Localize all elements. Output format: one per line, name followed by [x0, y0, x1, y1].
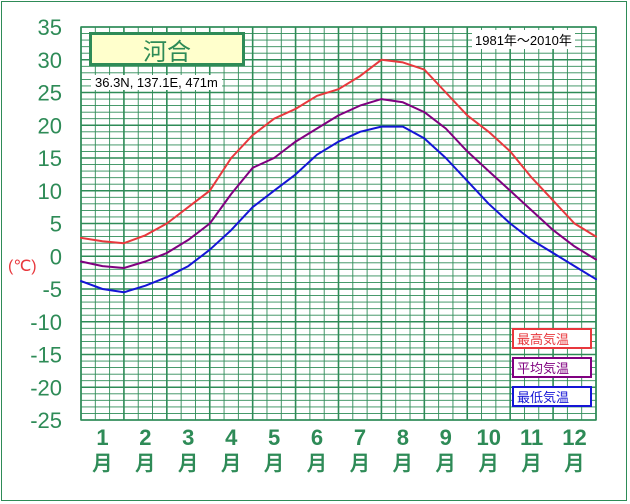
y-tick-label: -15 [30, 343, 62, 368]
legend-item-avg: 平均気温 [512, 357, 592, 378]
y-tick-label: 0 [50, 244, 62, 269]
x-tick-label-month: 2 [139, 425, 151, 450]
x-tick-label-unit: 月 [349, 451, 370, 475]
x-tick-label-unit: 月 [134, 451, 155, 475]
y-tick-label: 30 [38, 48, 62, 73]
x-tick-label-month: 1 [96, 425, 108, 450]
x-tick-label-unit: 月 [521, 451, 542, 475]
x-tick-label-unit: 月 [220, 451, 241, 475]
x-tick-label-month: 4 [225, 425, 238, 450]
y-tick-label: 5 [50, 212, 62, 237]
y-tick-label: 35 [38, 15, 62, 40]
x-tick-label-month: 3 [182, 425, 194, 450]
station-title: 河合 [89, 32, 245, 66]
x-tick-label-month: 10 [476, 425, 500, 450]
y-tick-label: -20 [30, 375, 62, 400]
y-tick-label: 10 [38, 179, 62, 204]
y-tick-label: 25 [38, 81, 62, 106]
legend-item-min: 最低気温 [512, 386, 592, 407]
x-tick-label-unit: 月 [91, 451, 112, 475]
x-tick-label-month: 12 [562, 425, 586, 450]
y-axis-unit: (℃) [8, 258, 37, 275]
x-tick-label-month: 7 [354, 425, 366, 450]
x-tick-label-unit: 月 [435, 451, 456, 475]
plot-border [80, 26, 597, 421]
x-tick-label-unit: 月 [392, 451, 413, 475]
y-tick-label: -10 [30, 310, 62, 335]
x-tick-label-unit: 月 [564, 451, 585, 475]
station-coordinates: 36.3N, 137.1E, 471m [91, 75, 222, 90]
series-line-avg [80, 98, 597, 269]
x-tick-label-month: 9 [440, 425, 452, 450]
series-line-min [80, 125, 597, 294]
y-tick-label: 15 [38, 146, 62, 171]
legend-label-avg: 平均気温 [517, 361, 570, 376]
y-tick-label: 20 [38, 113, 62, 138]
legend-label-min: 最低気温 [517, 390, 570, 405]
y-tick-label: -5 [42, 277, 62, 302]
x-tick-label-month: 8 [397, 425, 409, 450]
y-tick-label: -25 [30, 408, 62, 433]
legend-label-max: 最高気温 [517, 332, 570, 347]
x-tick-label-unit: 月 [306, 451, 327, 475]
x-tick-label-month: 11 [520, 425, 543, 450]
x-tick-label-month: 5 [268, 425, 280, 450]
x-tick-label-unit: 月 [263, 451, 284, 475]
observation-period: 1981年〜2010年 [472, 30, 575, 49]
legend-item-max: 最高気温 [512, 328, 592, 349]
station-name: 河合 [143, 37, 191, 66]
series-line-max [80, 58, 597, 245]
x-tick-label-unit: 月 [177, 451, 198, 475]
x-tick-label-unit: 月 [478, 451, 499, 475]
x-tick-label-month: 6 [311, 425, 323, 450]
